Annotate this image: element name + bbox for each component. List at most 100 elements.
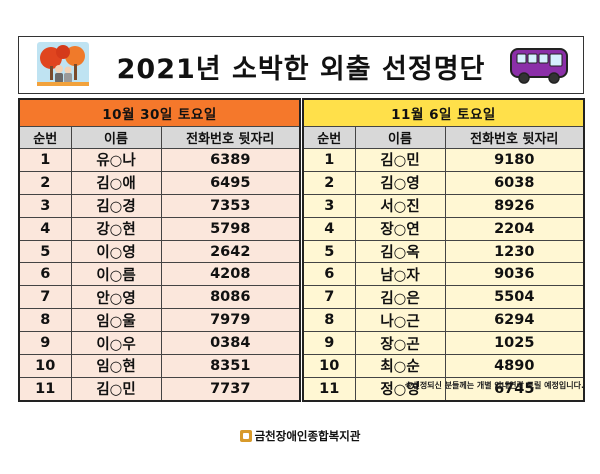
title-banner: 2021년 소박한 외출 선정명단 [18, 36, 584, 94]
row-number: 2 [302, 170, 356, 195]
row-phone: 1025 [444, 331, 585, 356]
row-number: 4 [302, 216, 356, 241]
row-number: 8 [18, 308, 72, 333]
notice-text: ※선정되신 분들께는 개별 안내연락 드릴 예정입니다. [404, 381, 584, 390]
row-number: 11 [302, 376, 356, 402]
row-name: 이○영 [70, 239, 162, 264]
row-name: 임○현 [70, 354, 162, 378]
date-header: 10월 30일 토요일 [18, 98, 301, 127]
row-name: 김○은 [354, 285, 446, 310]
row-name: 안○영 [70, 285, 162, 310]
col-header-name: 이름 [70, 126, 162, 149]
table-row: 8 나○근 6294 [302, 308, 585, 333]
col-header-seq: 순번 [302, 126, 356, 149]
col-header-phone: 전화번호 뒷자리 [160, 126, 301, 149]
row-phone: 8086 [160, 285, 301, 310]
row-phone: 4208 [160, 262, 301, 287]
row-number: 1 [302, 148, 356, 172]
table-row: 1 유○나 6389 [18, 148, 301, 172]
date-header: 11월 6일 토요일 [302, 98, 585, 127]
table-row: 6 이○름 4208 [18, 262, 301, 287]
col-header-seq: 순번 [18, 126, 72, 149]
row-name: 유○나 [70, 148, 162, 172]
autumn-people-icon [37, 42, 89, 86]
table-row: 7 안○영 8086 [18, 285, 301, 310]
page-title: 2021년 소박한 외출 선정명단 [116, 54, 486, 85]
row-number: 3 [302, 193, 356, 218]
table-row: 2 김○영 6038 [302, 170, 585, 195]
table-row: 10 최○순 4890 [302, 354, 585, 378]
row-number: 10 [302, 354, 356, 378]
table-row: 1 김○민 9180 [302, 148, 585, 172]
row-number: 3 [18, 193, 72, 218]
row-number: 8 [302, 308, 356, 333]
row-number: 10 [18, 354, 72, 378]
table-row: 9 장○곤 1025 [302, 331, 585, 356]
row-phone: 7353 [160, 193, 301, 218]
table-row: 9 이○우 0384 [18, 331, 301, 356]
row-phone: 6389 [160, 148, 301, 172]
row-number: 6 [18, 262, 72, 287]
row-phone: 0384 [160, 331, 301, 356]
row-phone: 9180 [444, 148, 585, 172]
roster-table-nov6: 11월 6일 토요일 순번 이름 전화번호 뒷자리 1 김○민 9180 2 김○영 60… [302, 98, 585, 402]
row-phone: 5504 [444, 285, 585, 310]
table-row: 6 남○자 9036 [302, 262, 585, 287]
row-number: 9 [18, 331, 72, 356]
row-phone: 2642 [160, 239, 301, 264]
col-header-phone: 전화번호 뒷자리 [444, 126, 585, 149]
table-row: 5 이○영 2642 [18, 239, 301, 264]
row-phone: 9036 [444, 262, 585, 287]
row-phone: 6038 [444, 170, 585, 195]
org-logo-icon [239, 430, 252, 442]
row-name: 김○경 [70, 193, 162, 218]
row-number: 9 [302, 331, 356, 356]
row-name: 김○영 [354, 170, 446, 195]
row-number: 7 [302, 285, 356, 310]
row-phone: 8926 [444, 193, 585, 218]
row-number: 4 [18, 216, 72, 241]
table-row: 2 김○애 6495 [18, 170, 301, 195]
table-row: 3 김○경 7353 [18, 193, 301, 218]
row-phone: 6495 [160, 170, 301, 195]
row-number: 1 [18, 148, 72, 172]
row-name: 정○영 [354, 376, 446, 402]
table-row: 4 강○현 5798 [18, 216, 301, 241]
row-name: 이○름 [70, 262, 162, 287]
row-phone: 6294 [444, 308, 585, 333]
row-phone: 6745 [444, 376, 585, 402]
row-name: 강○현 [70, 216, 162, 241]
row-name: 이○우 [70, 331, 162, 356]
roster-table-oct30: 10월 30일 토요일 순번 이름 전화번호 뒷자리 1 유○나 6389 2 김○애 6… [18, 98, 301, 402]
table-row: 10 임○현 8351 [18, 354, 301, 378]
footer: 금천장애인종합복지관 [0, 428, 600, 444]
row-number: 5 [302, 239, 356, 264]
table-row: 11 김○민 7737 [18, 376, 301, 402]
row-number: 7 [18, 285, 72, 310]
row-number: 2 [18, 170, 72, 195]
table-row: 4 장○연 2204 [302, 216, 585, 241]
row-phone: 5798 [160, 216, 301, 241]
row-name: 김○민 [354, 148, 446, 172]
row-name: 김○애 [70, 170, 162, 195]
table-row: 11 정○영 6745 [302, 376, 585, 402]
row-name: 장○연 [354, 216, 446, 241]
row-phone: 4890 [444, 354, 585, 378]
org-name: 금천장애인종합복지관 [254, 429, 361, 443]
col-header-name: 이름 [354, 126, 446, 149]
table-row: 8 임○울 7979 [18, 308, 301, 333]
row-name: 장○곤 [354, 331, 446, 356]
table-row: 3 서○진 8926 [302, 193, 585, 218]
row-phone: 8351 [160, 354, 301, 378]
row-name: 김○옥 [354, 239, 446, 264]
row-name: 임○울 [70, 308, 162, 333]
row-phone: 1230 [444, 239, 585, 264]
row-phone: 7737 [160, 376, 301, 402]
row-phone: 7979 [160, 308, 301, 333]
row-phone: 2204 [444, 216, 585, 241]
row-name: 나○근 [354, 308, 446, 333]
bus-icon [510, 48, 568, 84]
table-row: 7 김○은 5504 [302, 285, 585, 310]
row-name: 최○순 [354, 354, 446, 378]
row-name: 서○진 [354, 193, 446, 218]
